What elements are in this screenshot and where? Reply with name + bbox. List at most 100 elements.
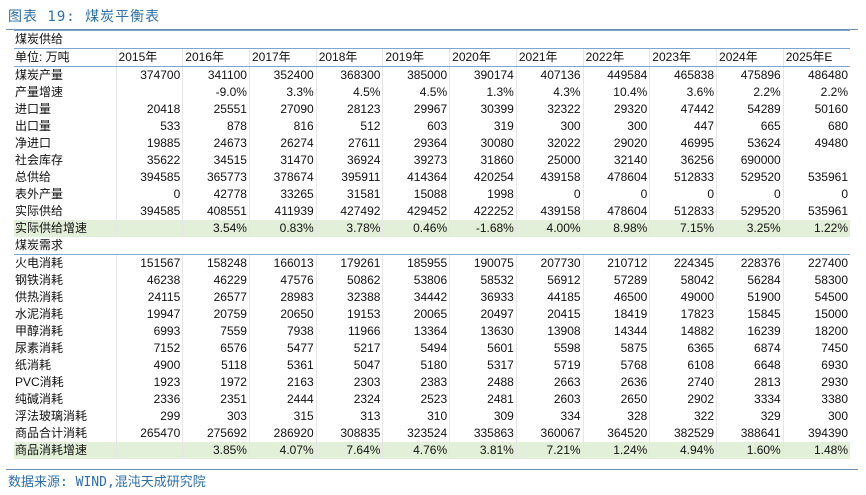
table-cell: 5719 — [515, 357, 584, 374]
table-cell: 422252 — [449, 203, 517, 220]
table-row: 纸消耗 4900 5118 5361 5047 5180 5317 5719 5768 6108 6… — [14, 357, 850, 374]
table-cell: 4.07% — [248, 442, 317, 459]
table-cell: 31470 — [248, 152, 317, 169]
table-cell: 308835 — [315, 425, 383, 442]
table-cell: 478604 — [582, 169, 650, 186]
table-cell: 382529 — [649, 425, 717, 442]
table-cell: 411939 — [248, 203, 317, 220]
table-cell: 20418 — [115, 101, 183, 118]
table-cell: 310 — [382, 408, 450, 425]
table-cell: 47442 — [649, 101, 717, 118]
table-cell: 5047 — [315, 357, 383, 374]
row-label: 火电消耗 — [15, 256, 64, 270]
table-cell: 5494 — [382, 340, 450, 357]
table-cell: 33265 — [248, 186, 317, 203]
table-cell: 158248 — [182, 254, 250, 272]
table-cell: 465838 — [649, 66, 717, 84]
table-cell: 2902 — [649, 391, 717, 408]
table-cell: 151567 — [115, 254, 183, 272]
table-cell: 394585 — [115, 169, 183, 186]
table-cell: 816 — [248, 118, 317, 135]
table-cell: 335863 — [449, 425, 517, 442]
table-cell: 665 — [716, 118, 784, 135]
table-cell: 44185 — [515, 289, 584, 306]
table-cell: 7.21% — [515, 442, 584, 459]
table-cell: 478604 — [582, 203, 650, 220]
table-cell: 2336 — [115, 391, 183, 408]
column-header-year: 2019年 — [382, 48, 450, 67]
table-cell: 39273 — [382, 152, 450, 169]
table-cell: 533 — [115, 118, 183, 135]
table-cell — [115, 220, 183, 237]
table-cell: 18200 — [782, 323, 850, 340]
table-cell: 2523 — [382, 391, 450, 408]
column-header-year: 2015年 — [115, 48, 183, 67]
demand-section-header: 煤炭需求 — [14, 237, 850, 255]
table-cell: 5361 — [248, 357, 317, 374]
table-cell: 2351 — [182, 391, 250, 408]
table-row: 水泥消耗 19947 20759 20650 19153 20065 20497 20415 1… — [14, 306, 850, 323]
table-body: 煤炭供给 单位: 万吨 2015年 2016年 2017年 2018年 2019年 2020年… — [14, 30, 850, 459]
table-cell: 447 — [649, 118, 717, 135]
table-cell: 5477 — [248, 340, 317, 357]
table-cell: 179261 — [315, 254, 383, 272]
table-cell: 13364 — [382, 323, 450, 340]
table-cell: 190075 — [449, 254, 517, 272]
table-cell: 3.6% — [649, 84, 717, 101]
table-cell: 58300 — [782, 272, 850, 289]
table-cell: 2383 — [382, 374, 450, 391]
table-cell: 32322 — [515, 101, 584, 118]
table-cell: 210712 — [582, 254, 650, 272]
table-cell: 14882 — [649, 323, 717, 340]
table-cell: 53806 — [382, 272, 450, 289]
table-cell: 28983 — [248, 289, 317, 306]
table-cell: 395911 — [315, 169, 383, 186]
row-label: PVC消耗 — [15, 375, 64, 389]
table-cell: 1972 — [182, 374, 250, 391]
table-cell: 315 — [248, 408, 317, 425]
table-cell: 7.15% — [649, 220, 717, 237]
table-cell: 322 — [649, 408, 717, 425]
table-cell: 2740 — [649, 374, 717, 391]
table-cell: 319 — [449, 118, 517, 135]
table-cell: 328 — [582, 408, 650, 425]
table-cell: 5768 — [582, 357, 650, 374]
bottom-rule — [6, 469, 858, 470]
table-cell: 185955 — [382, 254, 450, 272]
table-cell: 6108 — [649, 357, 717, 374]
table-cell: 300 — [515, 118, 584, 135]
figure-title: 图表 19: 煤炭平衡表 — [8, 9, 161, 25]
table-cell: 341100 — [182, 66, 250, 84]
table-cell: 427492 — [315, 203, 383, 220]
table-cell: 46500 — [582, 289, 650, 306]
table-cell: 57289 — [582, 272, 650, 289]
table-cell: 13908 — [515, 323, 584, 340]
table-cell: 18419 — [582, 306, 650, 323]
table-cell: 227400 — [782, 254, 850, 272]
column-header-year: 2017年 — [248, 48, 317, 67]
table-cell: 6365 — [649, 340, 717, 357]
table-cell — [782, 152, 850, 169]
table-cell: 35622 — [115, 152, 183, 169]
table-cell: 0 — [115, 186, 183, 203]
table-cell: 690000 — [716, 152, 784, 169]
row-label: 尿素消耗 — [15, 341, 64, 355]
table-cell: 20065 — [382, 306, 450, 323]
table-cell: 29364 — [382, 135, 450, 152]
table-cell: 17823 — [649, 306, 717, 323]
table-cell: 5180 — [382, 357, 450, 374]
table-cell: 394390 — [782, 425, 850, 442]
table-cell: 26274 — [248, 135, 317, 152]
table-cell: 300 — [782, 408, 850, 425]
table-cell: 1.48% — [782, 442, 850, 459]
table-cell: 2488 — [449, 374, 517, 391]
table-row: 商品消耗增速 3.85% 4.07% 7.64% 4.76% 3.81% 7.21% 1.24… — [14, 442, 850, 459]
table-cell: 31860 — [449, 152, 517, 169]
row-label: 表外产量 — [15, 187, 64, 201]
row-label: 浮法玻璃消耗 — [15, 409, 88, 423]
table-cell: 224345 — [649, 254, 717, 272]
table-cell: 56912 — [515, 272, 584, 289]
table-row: 产量增速 -9.0% 3.3% 4.5% 4.5% 1.3% 4.3% 10.4% 3.6% 2.… — [14, 84, 850, 101]
table-cell: 2444 — [248, 391, 317, 408]
table-cell: 8.98% — [582, 220, 650, 237]
